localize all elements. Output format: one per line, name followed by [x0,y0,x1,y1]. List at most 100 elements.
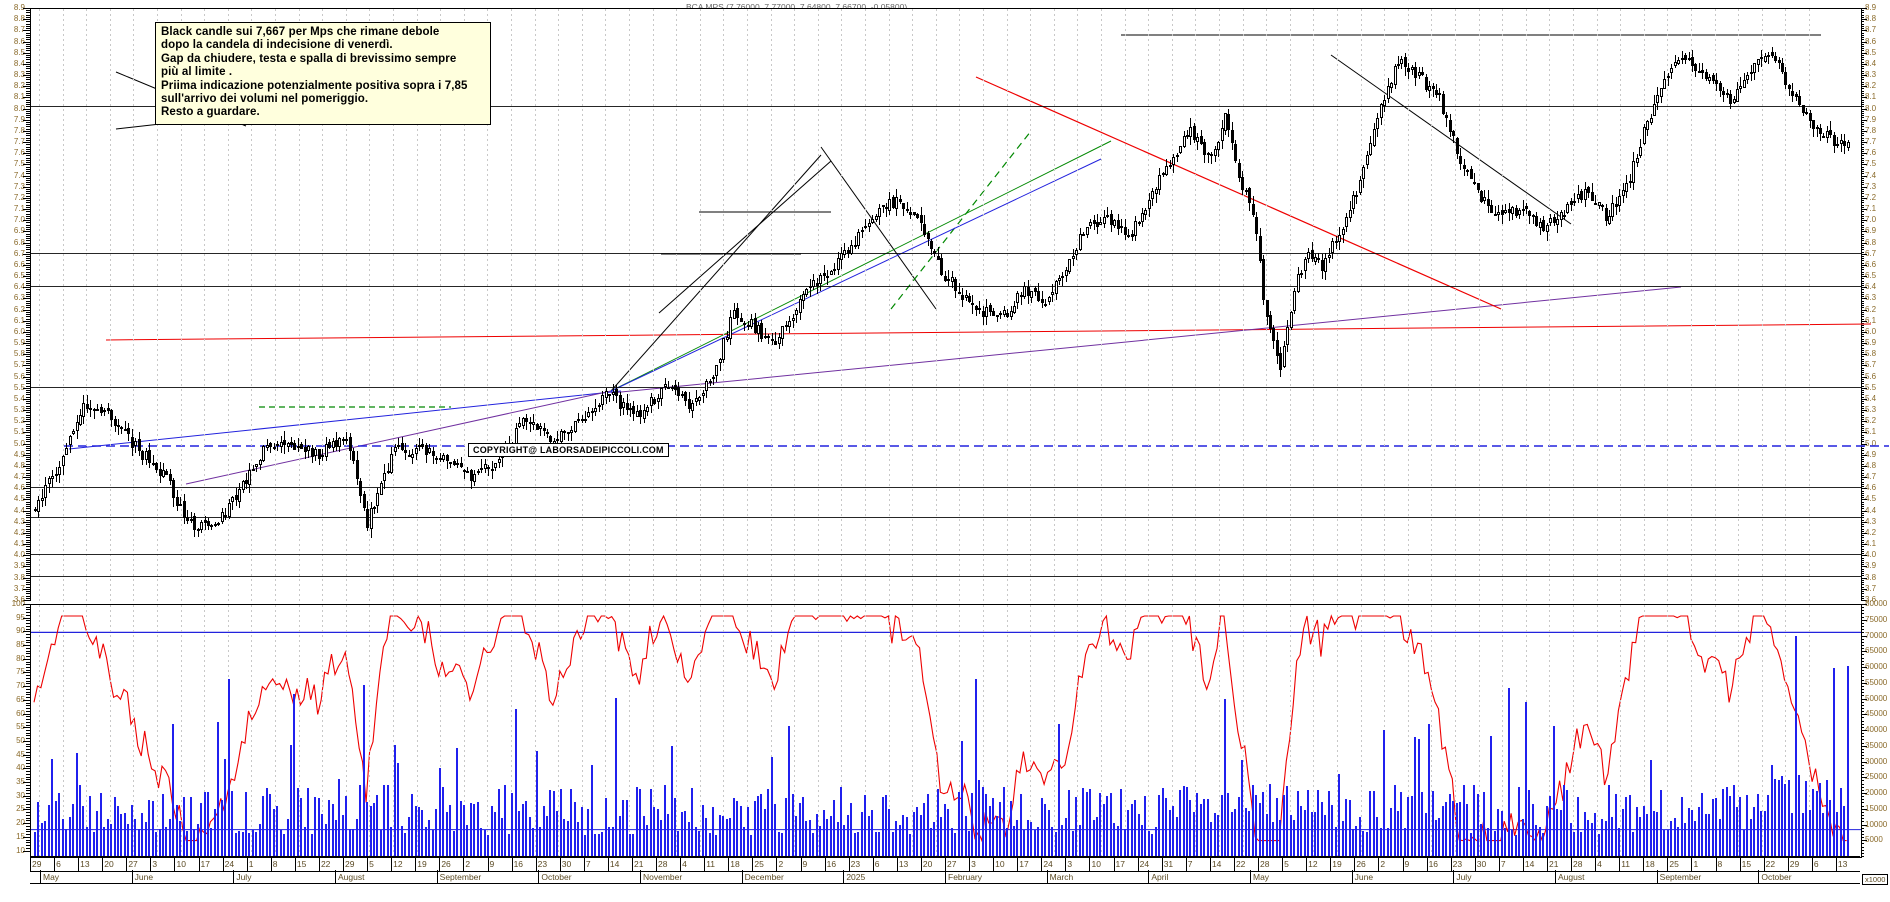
volume-axis-tick-label: 45000 [1865,709,1888,719]
axis-minor-tick [1860,582,1864,584]
axis-minor-tick [1860,450,1864,452]
axis-minor-tick [26,620,30,622]
axis-minor-tick [26,247,30,249]
date-tick-label: 24 [1139,859,1150,869]
date-tick-label: 2 [778,859,784,869]
candle-body [151,463,155,466]
axis-minor-tick [26,423,30,425]
axis-minor-tick [1860,168,1864,170]
candle-body [1262,259,1266,300]
price-axis-tick-label: 4.2 [13,527,25,537]
candle-wick [713,374,715,386]
volume-bar [1538,826,1541,857]
price-axis-tick-label: 5.5 [1865,382,1877,392]
axis-minor-tick [26,631,30,633]
month-label: September [439,872,482,882]
axis-minor-tick [1860,488,1864,490]
volume-bar [608,826,611,857]
date-tick-label: 9 [802,859,808,869]
axis-minor-tick [26,530,30,532]
axis-minor-tick [26,215,30,217]
candle-body [1002,310,1006,315]
axis-minor-tick [1860,723,1864,725]
candle-body [1583,189,1587,200]
axis-minor-tick [1860,117,1864,119]
candle-body [78,415,82,425]
candle-body [1134,221,1138,237]
candle-body [400,443,404,451]
volume-bar [888,808,891,857]
price-axis-tick-label: 5.2 [13,416,25,426]
grid-line-vertical [463,9,465,601]
axis-minor-tick [1860,291,1864,293]
rsi-axis-tick-label: 85 [16,640,25,650]
volume-bar [428,820,431,857]
axis-minor-tick [26,79,30,81]
date-tick-label: 23 [537,859,548,869]
volume-bar [424,827,427,857]
candle-body [895,196,899,210]
candle-wick [540,423,542,436]
axis-minor-tick [1860,383,1864,385]
volume-bar [1476,794,1479,857]
candle-body [1625,182,1629,192]
candle-body [888,199,892,211]
grid-line-vertical [1502,9,1504,601]
axis-minor-tick [1860,410,1864,412]
grid-line-vertical [534,605,536,857]
grid-line-vertical [369,605,371,857]
axis-minor-tick [26,521,30,523]
axis-minor-tick [1860,16,1864,18]
candle-body [75,422,79,432]
axis-minor-tick [26,398,30,400]
candle-wick [342,437,344,445]
volume-bar [186,830,189,857]
axis-minor-tick [1860,59,1864,61]
volume-bar [175,804,178,857]
candle-wick [1335,236,1337,250]
candle-body [1473,181,1477,184]
axis-minor-tick [1860,378,1864,380]
axis-minor-tick [26,653,30,655]
axis-minor-tick [1860,331,1864,333]
grid-line-vertical [1289,605,1291,857]
volume-bar [822,810,825,857]
axis-minor-tick [26,358,30,360]
date-tick [1330,857,1332,871]
axis-minor-tick [26,597,30,599]
candle-body [622,401,626,409]
candle-body [774,340,778,346]
axis-minor-tick [26,311,30,313]
volume-bar [525,801,528,857]
axis-minor-tick [26,374,30,376]
grid-line-vertical [275,9,276,601]
axis-minor-tick [26,512,30,514]
date-tick-label: 12 [393,859,403,869]
axis-minor-tick [1860,481,1864,483]
axis-minor-tick [1860,251,1864,253]
candle-body [359,480,363,497]
candle-body [1552,217,1556,223]
candle-body [262,445,266,461]
price-axis-tick-label: 8.2 [13,81,25,91]
volume-bar [656,808,659,857]
candle-body [1078,234,1082,251]
volume-bar [552,790,555,857]
volume-bar [957,791,960,857]
candle-body [1843,140,1847,146]
axis-minor-tick [1860,104,1864,106]
volume-bar [1023,829,1026,857]
volume-bar [217,721,220,857]
axis-minor-tick [26,403,30,405]
candle-body [1448,120,1452,132]
candle-body [1237,162,1241,178]
volume-bar [632,833,635,857]
grid-line-vertical [1266,605,1268,857]
annotation-line: dopo la candela di indecisione di venerd… [161,39,393,52]
date-tick [1715,857,1717,871]
volume-bar [1767,795,1770,857]
volume-axis-tick-label: 75000 [1865,614,1888,624]
volume-bar [563,818,566,857]
candle-body [1469,169,1473,180]
candle-body [974,305,978,310]
